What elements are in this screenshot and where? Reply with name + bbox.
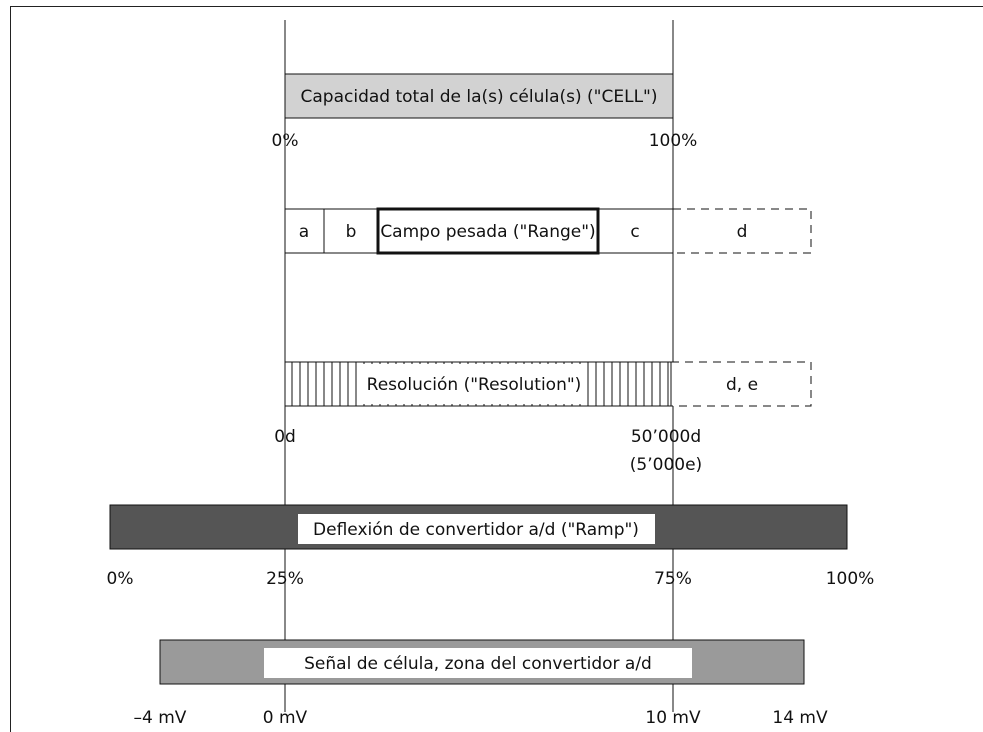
segment-b-label: b [346,222,357,242]
cell-capacity-bar [284,73,674,119]
signal-label-bg [264,648,692,678]
segment-d-label: d [737,222,748,242]
segment-c-label: c [630,222,639,242]
range-extension-d [672,208,812,254]
resolution-right-label: 50’000d [631,427,701,447]
signal-label: Señal de célula, zona del convertidor a/… [304,654,652,674]
ramp-label: Deflexión de convertidor a/d ("Ramp") [313,520,639,540]
resolution-extension-de [670,361,812,407]
weighing-range-label: Campo pesada ("Range") [380,222,595,242]
ramp-tick-100: 100% [826,569,875,589]
signal-tick-14: 14 mV [772,708,828,728]
cell-capacity-label: Capacidad total de la(s) célula(s) ("CEL… [301,87,658,107]
resolution-label-bg [362,364,586,404]
signal-tick-10: 10 mV [645,708,701,728]
ramp-tick-25: 25% [266,569,304,589]
signal-tick-0: 0 mV [263,708,308,728]
cell-right-label: 100% [649,131,698,151]
diagram-frame [10,6,983,732]
ramp-label-bg [298,514,655,544]
resolution-left-label: 0d [274,427,296,447]
resolution-label: Resolución ("Resolution") [367,375,582,395]
cell-left-label: 0% [272,131,299,151]
ramp-tick-0: 0% [107,569,134,589]
segment-a-label: a [299,222,309,242]
ramp-tick-75: 75% [654,569,692,589]
resolution-right-sublabel: (5’000e) [630,455,702,475]
weighing-range-box [376,207,600,255]
resolution-extra-label: d, e [726,375,758,395]
signal-tick-minus4: –4 mV [134,708,187,728]
